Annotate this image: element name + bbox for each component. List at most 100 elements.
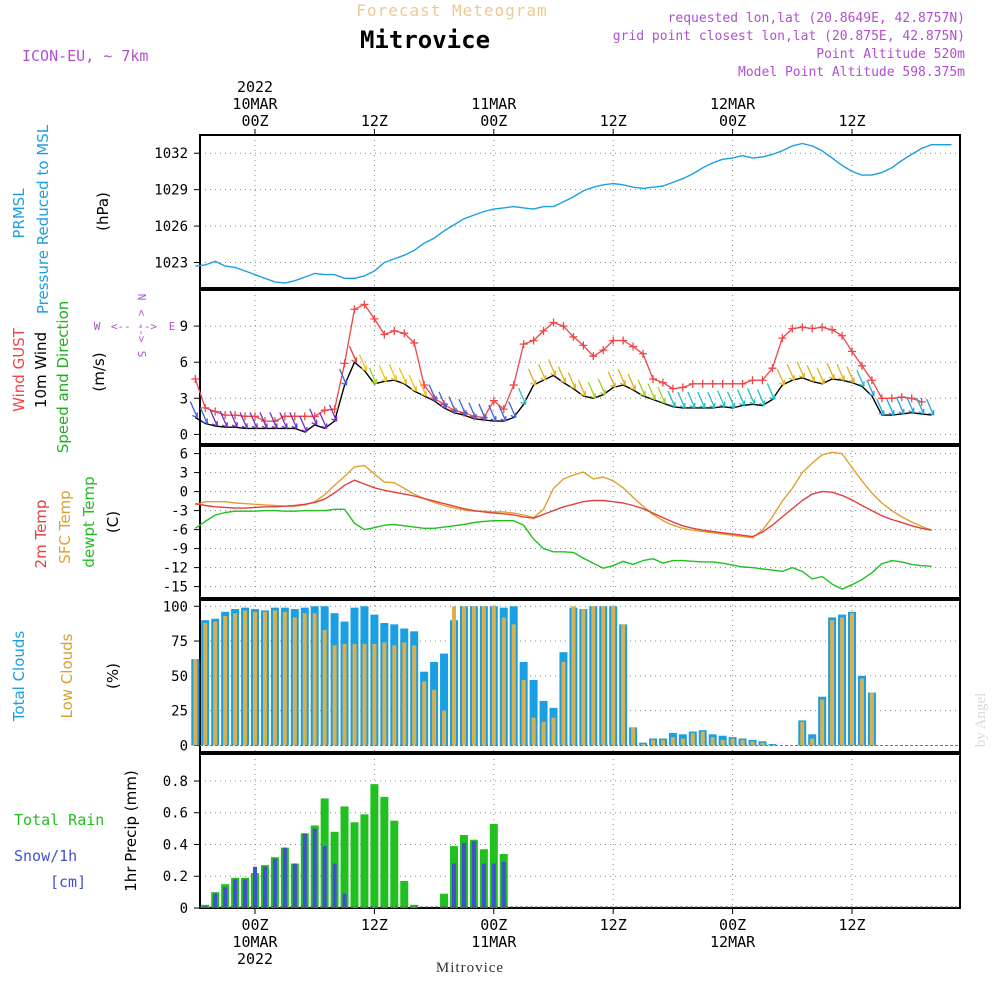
rain-bar bbox=[380, 796, 389, 908]
top-axis-date: 11MAR bbox=[471, 95, 517, 113]
arrow-head bbox=[341, 380, 348, 386]
low-cloud-bar bbox=[243, 610, 248, 746]
wind-direction-arrow bbox=[428, 384, 437, 402]
arrow-shaft bbox=[408, 374, 417, 392]
arrow-head bbox=[560, 377, 567, 384]
top-axis-date: 12MAR bbox=[710, 95, 756, 113]
gust-marker bbox=[629, 342, 638, 351]
y-tick-label: 3 bbox=[180, 466, 188, 482]
arrow-head bbox=[291, 423, 298, 429]
wind-direction-arrow bbox=[199, 407, 208, 425]
dewpoint-line bbox=[194, 508, 932, 590]
wind-direction-arrow bbox=[607, 371, 616, 389]
snow-bar bbox=[452, 863, 456, 908]
low-cloud-bar bbox=[402, 642, 407, 746]
rain-bar bbox=[350, 822, 359, 908]
gust-marker bbox=[838, 331, 847, 340]
low-cloud-bar bbox=[422, 681, 427, 746]
wind-direction-arrow bbox=[707, 391, 716, 409]
wind-direction-arrow bbox=[338, 368, 348, 386]
wind-direction-arrow bbox=[448, 396, 457, 414]
y-tick-label: 50 bbox=[171, 669, 188, 685]
wind-direction-arrow bbox=[677, 391, 686, 409]
low-cloud-bar bbox=[452, 606, 456, 746]
gust-marker bbox=[549, 318, 558, 327]
arrow-shaft bbox=[597, 378, 606, 395]
arrow-shaft bbox=[508, 401, 517, 418]
arrow-head bbox=[211, 420, 218, 427]
wind-unit: (m/s) bbox=[90, 352, 108, 391]
dewpt-label: dewpt Temp bbox=[80, 476, 98, 567]
gust-marker bbox=[678, 383, 687, 392]
gust-marker bbox=[529, 336, 538, 345]
arrow-head bbox=[789, 375, 795, 381]
wind-direction-arrow bbox=[756, 389, 766, 407]
temp2m-line bbox=[195, 479, 932, 538]
wind-direction-arrow bbox=[209, 409, 218, 427]
wind-direction-arrow bbox=[687, 391, 696, 409]
wind-direction-arrow bbox=[856, 369, 865, 387]
gust-marker bbox=[191, 375, 200, 384]
cloud-unit: (%) bbox=[104, 663, 122, 689]
gust-marker bbox=[509, 381, 518, 390]
arrow-shaft bbox=[667, 390, 676, 407]
low-cloud-bar bbox=[551, 717, 556, 746]
y-tick-label: 6 bbox=[180, 447, 188, 463]
arrow-shaft bbox=[876, 398, 885, 416]
low-cloud-bar bbox=[223, 616, 228, 746]
top-axis-year: 2022 bbox=[237, 78, 273, 96]
wind-direction-arrow bbox=[916, 397, 925, 415]
wind-direction-arrow bbox=[408, 374, 417, 392]
arrow-shaft bbox=[398, 367, 407, 385]
low-cloud-bar bbox=[461, 606, 466, 746]
arrow-shaft bbox=[727, 391, 736, 409]
compass-west: W bbox=[94, 320, 101, 333]
arrow-shaft bbox=[906, 396, 915, 413]
low-cloud-bar bbox=[601, 606, 606, 746]
wind-direction-arrow bbox=[518, 388, 527, 405]
gust-marker bbox=[867, 376, 876, 385]
arrow-head bbox=[739, 400, 746, 407]
snow-bar bbox=[481, 863, 486, 908]
y-tick-label: -15 bbox=[163, 580, 188, 596]
arrow-shaft bbox=[348, 345, 358, 363]
wind-direction-arrow bbox=[418, 379, 427, 397]
y-tick-label: 0 bbox=[180, 427, 188, 443]
arrow-head bbox=[828, 374, 835, 380]
wind-direction-arrow bbox=[876, 398, 885, 416]
low-cloud-bar bbox=[581, 609, 586, 746]
arrow-shaft bbox=[488, 404, 497, 422]
gust-marker bbox=[897, 393, 906, 402]
y-tick-label: -12 bbox=[163, 561, 188, 577]
arrow-shaft bbox=[677, 391, 686, 409]
total-clouds-label: Total Clouds bbox=[10, 631, 28, 723]
y-tick-label: 0 bbox=[180, 485, 188, 501]
arrow-head bbox=[719, 401, 726, 408]
arrow-head bbox=[699, 402, 706, 409]
bottom-axis-date: 10MAR bbox=[232, 933, 278, 951]
wind-direction-arrow bbox=[299, 415, 308, 433]
gust-marker bbox=[738, 379, 747, 388]
low-cloud-bar bbox=[342, 643, 347, 746]
gust-marker bbox=[698, 379, 707, 388]
wind-direction-arrow bbox=[736, 389, 746, 407]
wind-direction-arrow bbox=[776, 368, 785, 386]
bottom-axis-date: 12MAR bbox=[710, 933, 756, 951]
wind-direction-arrow bbox=[746, 388, 756, 405]
snow-bar bbox=[312, 828, 317, 908]
snow-bar bbox=[461, 842, 466, 908]
arrow-shaft bbox=[537, 363, 547, 381]
gust-marker bbox=[300, 412, 309, 421]
arrow-shaft bbox=[617, 368, 626, 386]
arrow-shaft bbox=[587, 382, 596, 399]
arrow-shaft bbox=[697, 391, 706, 409]
snow-bar bbox=[233, 879, 238, 908]
gust-marker bbox=[857, 361, 866, 370]
panel-frame-wind bbox=[199, 289, 961, 445]
data-layer bbox=[189, 142, 960, 908]
arrow-head bbox=[261, 423, 268, 429]
arrow-shaft bbox=[896, 397, 905, 415]
arrow-head bbox=[639, 390, 646, 397]
arrow-head bbox=[848, 377, 855, 384]
arrow-shaft bbox=[776, 368, 785, 386]
